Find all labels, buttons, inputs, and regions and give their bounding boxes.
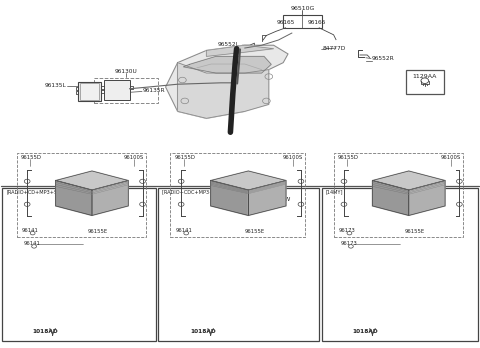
Text: 84777D: 84777D bbox=[323, 46, 346, 51]
Polygon shape bbox=[372, 171, 445, 190]
Bar bbox=[283, 15, 322, 28]
Bar bbox=[158, 188, 319, 341]
Polygon shape bbox=[248, 181, 286, 215]
Text: 96155E: 96155E bbox=[405, 229, 425, 234]
Text: [14MY]: [14MY] bbox=[325, 190, 343, 195]
Text: 96155E: 96155E bbox=[244, 229, 264, 234]
Text: 96166: 96166 bbox=[308, 20, 326, 25]
Bar bbox=[2, 188, 156, 341]
Text: 1018AD: 1018AD bbox=[352, 329, 378, 334]
Text: 1129AA: 1129AA bbox=[413, 74, 437, 79]
Text: 1018AD: 1018AD bbox=[33, 329, 58, 334]
Polygon shape bbox=[372, 181, 409, 215]
Polygon shape bbox=[56, 181, 92, 215]
Polygon shape bbox=[178, 63, 269, 118]
Bar bbox=[406, 70, 444, 94]
Polygon shape bbox=[183, 56, 271, 73]
Text: 96100S: 96100S bbox=[441, 155, 461, 160]
Polygon shape bbox=[211, 171, 286, 190]
Polygon shape bbox=[206, 45, 274, 56]
Text: 96155D: 96155D bbox=[337, 155, 358, 160]
Text: 96173: 96173 bbox=[338, 228, 355, 233]
Polygon shape bbox=[211, 181, 248, 215]
Text: [RADIO+CD+MP3+SDARS-PA710S]: [RADIO+CD+MP3+SDARS-PA710S] bbox=[6, 190, 94, 195]
Text: 96552L: 96552L bbox=[217, 42, 239, 47]
Text: 96510G: 96510G bbox=[290, 6, 314, 11]
Bar bbox=[94, 78, 158, 103]
Text: 96100S: 96100S bbox=[282, 155, 302, 160]
Text: 96135R: 96135R bbox=[143, 88, 166, 93]
Text: 96130U: 96130U bbox=[114, 69, 137, 74]
Text: 96140W: 96140W bbox=[228, 197, 252, 202]
Text: [RADIO+CDC+MP3+SDARS-HD RADIO-PA760SH]: [RADIO+CDC+MP3+SDARS-HD RADIO-PA760SH] bbox=[162, 190, 284, 195]
Polygon shape bbox=[92, 181, 128, 215]
Bar bbox=[78, 82, 101, 101]
Text: 96173: 96173 bbox=[341, 241, 358, 246]
Text: 1018AD: 1018AD bbox=[191, 329, 216, 334]
Text: 96140W: 96140W bbox=[386, 197, 410, 202]
Polygon shape bbox=[409, 181, 445, 215]
Text: 96141: 96141 bbox=[22, 228, 38, 233]
Bar bbox=[17, 153, 146, 237]
Polygon shape bbox=[166, 45, 288, 118]
Text: 96135L: 96135L bbox=[45, 83, 66, 88]
Text: 96165: 96165 bbox=[277, 20, 295, 25]
Polygon shape bbox=[56, 171, 128, 190]
Bar bbox=[80, 83, 99, 100]
Text: 96100S: 96100S bbox=[124, 155, 144, 160]
Text: 96155D: 96155D bbox=[21, 155, 41, 160]
Text: 96141: 96141 bbox=[24, 241, 41, 246]
Bar bbox=[104, 80, 130, 100]
Text: 96140W: 96140W bbox=[266, 197, 290, 202]
Text: 96552R: 96552R bbox=[372, 56, 395, 61]
Text: 96155E: 96155E bbox=[88, 229, 108, 234]
Text: 96141: 96141 bbox=[175, 228, 192, 233]
Text: 96155D: 96155D bbox=[174, 155, 195, 160]
Bar bbox=[334, 153, 463, 237]
Bar bbox=[322, 188, 478, 341]
Bar bbox=[170, 153, 305, 237]
